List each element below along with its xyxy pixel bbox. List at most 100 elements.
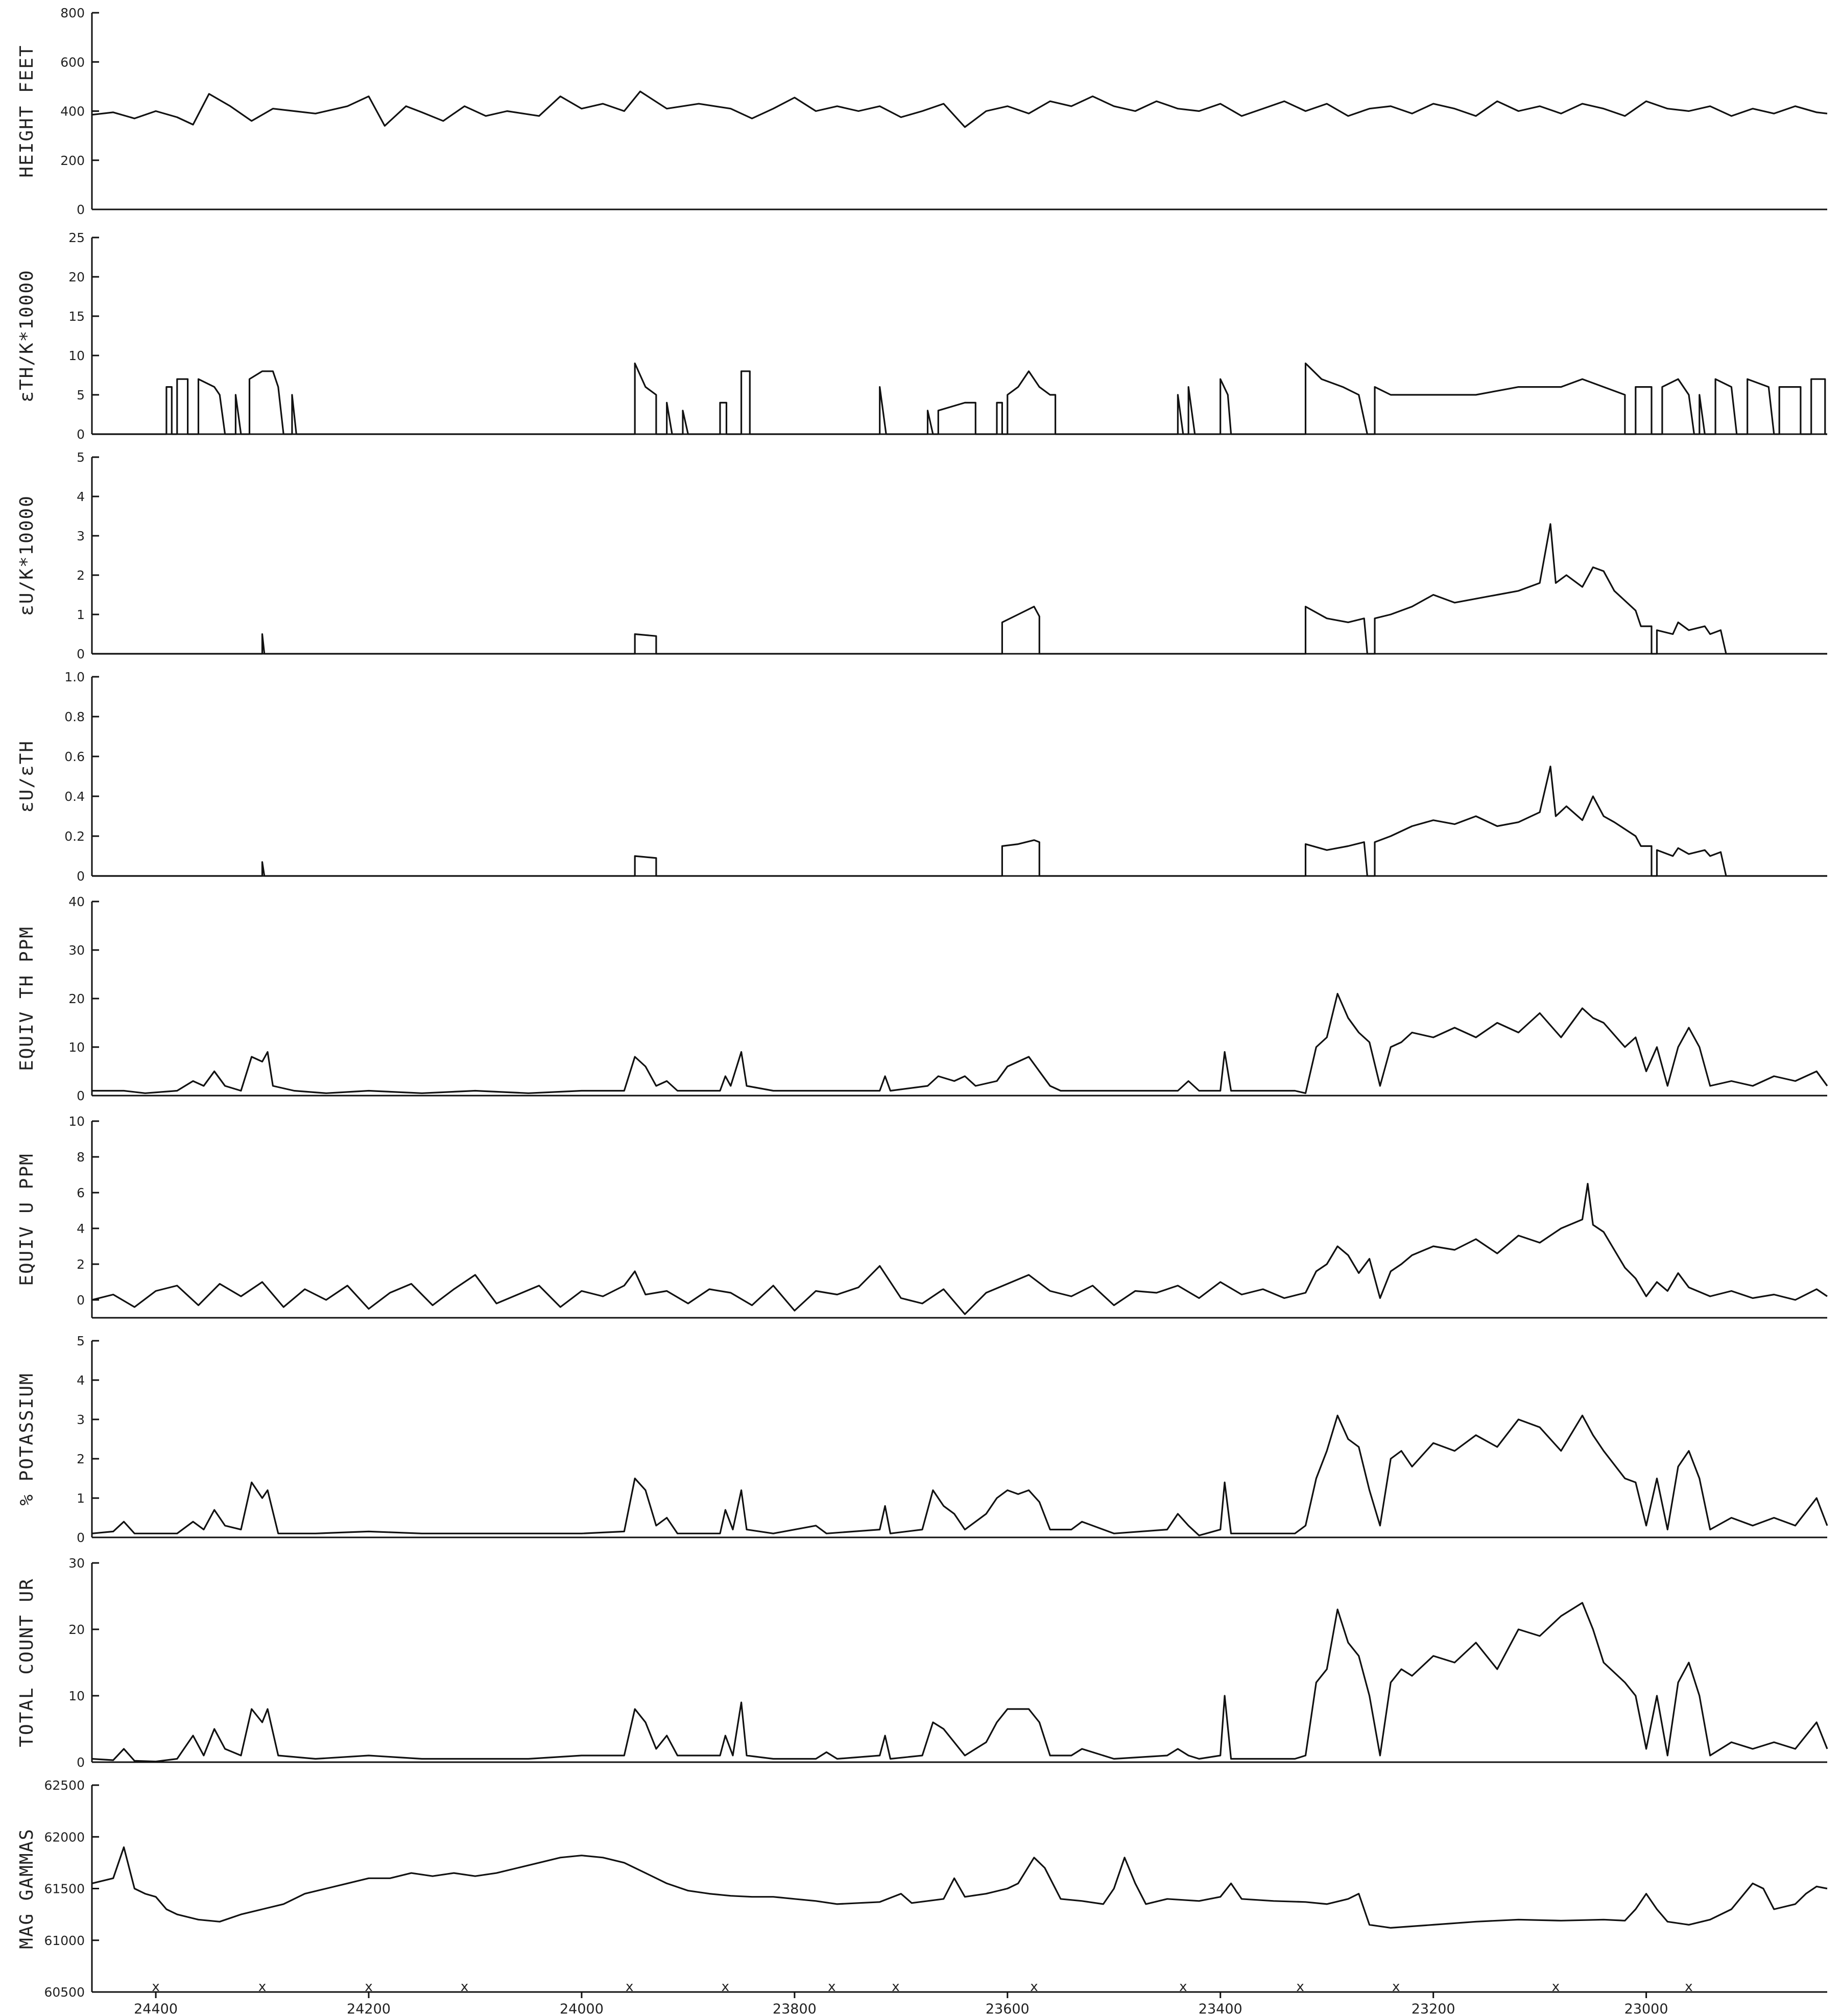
y-tick-label: 0 xyxy=(77,1293,85,1308)
y-tick-label: 0 xyxy=(77,647,85,661)
y-tick-label: 8 xyxy=(77,1150,85,1165)
y-tick-label: 1 xyxy=(77,607,85,622)
x-axis: 24400 24200 24000 23800 23600 23400 23200 23000… xyxy=(134,1979,1693,2016)
fiducial-marker: x xyxy=(892,1979,899,1995)
panel-label: HEIGHT FEET xyxy=(16,44,37,177)
y-tick-label: 40 xyxy=(68,894,85,909)
panel-label: εU/K*10000 xyxy=(16,495,37,616)
fiducial-marker: x xyxy=(1030,1979,1038,1995)
panel-potassium: 0 1 2 3 4 5 % POTASSIUM xyxy=(16,1334,1828,1545)
y-tick-label: 2 xyxy=(77,1257,85,1272)
panel-eth_k: 0 5 10 15 20 25 εTH/K*10000 xyxy=(16,230,1827,442)
y-tick-label: 0 xyxy=(77,202,85,217)
y-tick-label: 10 xyxy=(68,1114,85,1129)
y-tick-label: 6 xyxy=(77,1185,85,1200)
fiducial-marker: x xyxy=(1392,1979,1400,1995)
y-tick-label: 0 xyxy=(77,427,85,442)
series-line xyxy=(92,523,1827,655)
x-tick-label: 23400 xyxy=(1199,2001,1242,2016)
y-tick-label: 0.2 xyxy=(64,829,85,844)
panel-equiv_u: 0 2 4 6 8 10 EQUIV U PPM xyxy=(16,1114,1828,1319)
series-line xyxy=(92,362,1827,435)
fiducial-marker: x xyxy=(1552,1979,1560,1995)
y-tick-label: 1.0 xyxy=(64,670,85,684)
y-tick-label: 5 xyxy=(77,450,85,465)
y-tick-label: 4 xyxy=(77,1373,85,1388)
y-tick-label: 5 xyxy=(77,388,85,402)
panel-label: TOTAL COUNT UR xyxy=(16,1578,37,1747)
y-tick-label: 4 xyxy=(77,1221,85,1236)
y-tick-label: 3 xyxy=(77,529,85,543)
panel-eu_k: 0 1 2 3 4 5 εU/K*10000 xyxy=(16,450,1827,661)
y-tick-label: 4 xyxy=(77,489,85,504)
x-tick-label: 23000 xyxy=(1624,2001,1668,2016)
fiducial-marker: x xyxy=(1179,1979,1187,1995)
panel-label: εTH/K*10000 xyxy=(16,269,37,402)
series-line xyxy=(91,1602,1828,1763)
y-tick-label: 2 xyxy=(77,568,85,583)
y-tick-label: 0.6 xyxy=(64,749,85,764)
panel-total_count: 0 10 20 30 TOTAL COUNT UR xyxy=(16,1556,1828,1770)
y-tick-label: 800 xyxy=(60,6,85,20)
y-tick-label: 20 xyxy=(68,270,85,284)
panel-label: % POTASSIUM xyxy=(16,1372,37,1505)
fiducial-marker: x xyxy=(828,1979,835,1995)
x-tick-label: 24400 xyxy=(134,2001,178,2016)
y-tick-label: 25 xyxy=(68,230,85,245)
y-tick-label: 10 xyxy=(68,348,85,363)
y-tick-label: 5 xyxy=(77,1334,85,1348)
fiducial-marker: x xyxy=(461,1979,468,1995)
series-line xyxy=(91,90,1828,128)
y-tick-label: 0 xyxy=(77,1530,85,1545)
fiducial-marker: x xyxy=(1685,1979,1692,1995)
y-tick-label: 61500 xyxy=(44,1882,85,1896)
x-tick-label: 24200 xyxy=(347,2001,391,2016)
panel-label: EQUIV U PPM xyxy=(16,1153,37,1286)
x-tick-label: 23800 xyxy=(773,2001,817,2016)
y-tick-label: 62500 xyxy=(44,1778,85,1793)
series-line xyxy=(91,1846,1828,1929)
panel-label: EQUIV TH PPM xyxy=(16,926,37,1071)
panel-label: MAG GAMMAS xyxy=(16,1828,37,1949)
panel-height: 0 200 400 600 800 HEIGHT FEET xyxy=(16,6,1828,217)
y-tick-label: 600 xyxy=(60,55,85,69)
y-tick-label: 20 xyxy=(68,1622,85,1637)
series-line xyxy=(91,1414,1828,1536)
panel-equiv_th: 0 10 20 30 40 EQUIV TH PPM xyxy=(16,894,1828,1103)
y-tick-label: 0 xyxy=(77,869,85,884)
fiducial-marker: x xyxy=(1296,1979,1304,1995)
series-line xyxy=(91,1182,1828,1315)
panel-label: εU/εTH xyxy=(16,740,37,813)
fiducial-marker: x xyxy=(626,1979,633,1995)
y-tick-label: 30 xyxy=(68,1556,85,1571)
y-tick-label: 15 xyxy=(68,309,85,324)
y-tick-label: 0.4 xyxy=(64,789,85,804)
x-tick-label: 24000 xyxy=(560,2001,604,2016)
panel-eu_eth: 0 0.2 0.4 0.6 0.8 1.0 εU/εTH xyxy=(16,670,1827,884)
y-tick-label: 0 xyxy=(77,1088,85,1103)
panel-mag: 60500 61000 61500 62000 62500 MAG GAMMAS xyxy=(16,1778,1828,2000)
y-tick-label: 400 xyxy=(60,104,85,119)
y-tick-label: 3 xyxy=(77,1412,85,1427)
y-tick-label: 62000 xyxy=(44,1830,85,1844)
y-tick-label: 0.8 xyxy=(64,709,85,724)
y-tick-label: 0 xyxy=(77,1755,85,1770)
y-tick-label: 20 xyxy=(68,991,85,1006)
y-tick-label: 200 xyxy=(60,153,85,168)
series-line xyxy=(92,765,1827,877)
y-tick-label: 1 xyxy=(77,1491,85,1506)
y-tick-label: 60500 xyxy=(44,1985,85,2000)
x-tick-label: 23200 xyxy=(1412,2001,1455,2016)
fiducial-marker: x xyxy=(722,1979,729,1995)
y-tick-label: 61000 xyxy=(44,1933,85,1948)
series-line xyxy=(92,992,1828,1094)
y-tick-label: 10 xyxy=(68,1689,85,1703)
fiducial-marker: x xyxy=(365,1979,372,1995)
y-tick-label: 2 xyxy=(77,1452,85,1466)
fiducial-marker: x xyxy=(152,1979,159,1995)
fiducial-marker: x xyxy=(258,1979,266,1995)
x-tick-label: 23600 xyxy=(986,2001,1030,2016)
y-tick-label: 30 xyxy=(68,943,85,958)
